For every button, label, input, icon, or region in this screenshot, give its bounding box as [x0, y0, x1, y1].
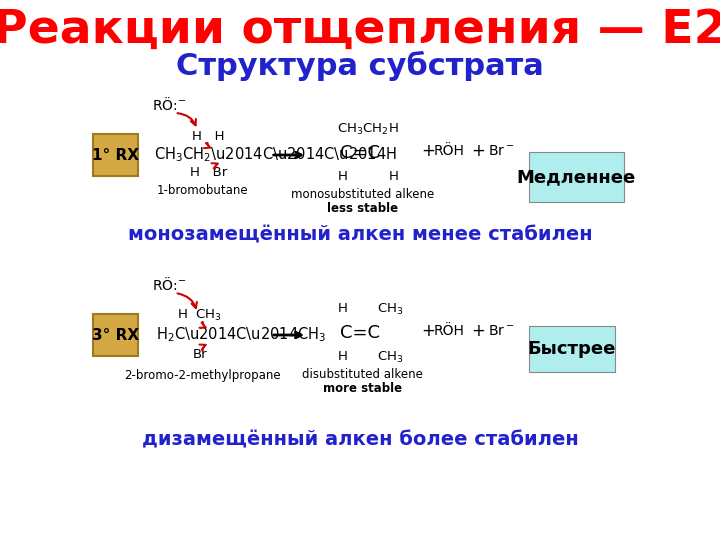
Text: CH$_3$CH$_2$\u2014C\u2014C\u2014H: CH$_3$CH$_2$\u2014C\u2014C\u2014H: [154, 146, 397, 164]
Text: Реакции отщепления — Е2: Реакции отщепления — Е2: [0, 8, 720, 52]
Text: more stable: more stable: [323, 382, 402, 395]
Text: C=C: C=C: [340, 324, 380, 342]
Text: Br$^-$: Br$^-$: [488, 324, 515, 338]
FancyBboxPatch shape: [93, 314, 138, 356]
FancyBboxPatch shape: [93, 134, 138, 176]
Text: $+$: $+$: [471, 322, 485, 340]
Text: CH$_3$: CH$_3$: [377, 301, 403, 316]
Text: RÖH: RÖH: [433, 144, 464, 158]
Text: H$_2$C\u2014C\u2014CH$_3$: H$_2$C\u2014C\u2014CH$_3$: [156, 326, 326, 345]
Text: RÖH: RÖH: [433, 324, 464, 338]
Text: RÖ:$^{-}$: RÖ:$^{-}$: [152, 276, 186, 294]
Text: H   H: H H: [192, 131, 225, 144]
Text: H  CH$_3$: H CH$_3$: [177, 307, 222, 322]
Text: monosubstituted alkene: monosubstituted alkene: [291, 188, 434, 201]
Text: Быстрее: Быстрее: [528, 340, 616, 358]
FancyBboxPatch shape: [528, 152, 624, 202]
Text: H: H: [337, 350, 347, 363]
Text: $+$: $+$: [421, 142, 435, 160]
Text: H: H: [389, 171, 399, 184]
Text: 2-bromo-2-methylpropane: 2-bromo-2-methylpropane: [125, 368, 281, 381]
Text: Br: Br: [192, 348, 207, 361]
Text: $+$: $+$: [421, 322, 435, 340]
FancyBboxPatch shape: [528, 326, 615, 372]
Text: Br$^-$: Br$^-$: [488, 144, 515, 158]
Text: 1-bromobutane: 1-bromobutane: [157, 185, 248, 198]
Text: монозамещённый алкен менее стабилен: монозамещённый алкен менее стабилен: [127, 226, 593, 245]
Text: RÖ:$^{-}$: RÖ:$^{-}$: [152, 97, 186, 113]
Text: $+$: $+$: [471, 142, 485, 160]
Text: H: H: [337, 302, 347, 315]
Text: Медленнее: Медленнее: [517, 168, 636, 186]
Text: H   Br: H Br: [190, 166, 228, 179]
Text: 3° RX: 3° RX: [92, 327, 139, 342]
Text: C=C: C=C: [340, 144, 380, 162]
Text: 1° RX: 1° RX: [92, 147, 139, 163]
Text: Структура субстрата: Структура субстрата: [176, 51, 544, 81]
Text: less stable: less stable: [327, 202, 398, 215]
Text: H: H: [389, 123, 399, 136]
Text: CH$_3$CH$_2$: CH$_3$CH$_2$: [337, 122, 389, 137]
Text: H: H: [337, 171, 347, 184]
Text: дизамещённый алкен более стабилен: дизамещённый алкен более стабилен: [142, 430, 578, 449]
Text: CH$_3$: CH$_3$: [377, 349, 403, 364]
Text: disubstituted alkene: disubstituted alkene: [302, 368, 423, 381]
